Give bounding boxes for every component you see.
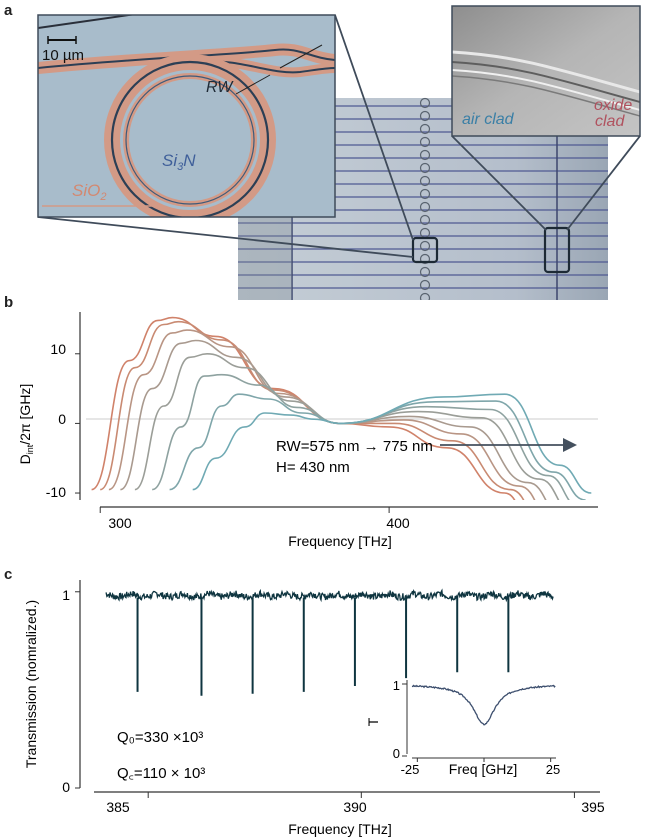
panel-b-xtick-300: 300 [108, 515, 132, 531]
inset-ytick-0: 0 [393, 746, 400, 761]
oxide-clad-label-1: oxide [594, 97, 632, 114]
panel-b-xlabel: Frequency [THz] [288, 533, 391, 549]
panel-b-xtick-400: 400 [386, 515, 410, 531]
air-clad-label: air clad [462, 111, 515, 128]
panel-b-curve-4 [134, 352, 560, 500]
panel-c-xtick-385: 385 [106, 799, 130, 815]
zoom-connectors [37, 14, 641, 258]
panel-b-chart: 10 0 -10 300 400 Frequency [THz] Dint/2π… [17, 312, 598, 549]
panel-c-chart: 1 0 385 390 395 Frequency [THz] Transmis… [23, 580, 605, 837]
panel-b-curve-3 [120, 339, 547, 500]
panel-b-curve-2 [108, 329, 536, 500]
qc-label: Q꜀=110 × 10³ [117, 765, 205, 782]
panel-b-arrow-head [563, 438, 577, 452]
panel-b-curve-1 [99, 320, 525, 500]
panel-c-xtick-395: 395 [581, 799, 605, 815]
ring-zoom-image [37, 14, 336, 218]
si3n-label: Si3N [162, 151, 196, 173]
inset-xtick-25: 25 [546, 762, 560, 777]
panel-c-inset: 1 0 -25 25 Freq [GHz] T [365, 678, 560, 777]
panel-b-curve-7 [192, 393, 592, 494]
sem-image [451, 5, 641, 137]
panel-c-xlabel: Frequency [THz] [288, 821, 391, 837]
panel-a-figure: 10 µm RW Si3N SiO2 air clad oxide clad [37, 5, 641, 300]
panel-b-curve-6 [169, 393, 586, 500]
panel-c-ytick-1: 1 [62, 587, 70, 603]
sio2-label: SiO2 [72, 181, 106, 203]
panel-b-ytick-0: 0 [58, 411, 66, 427]
oxide-clad-label-2: clad [595, 113, 625, 130]
panel-c-transmission-trace [105, 588, 554, 603]
inset-xlabel: Freq [GHz] [449, 761, 517, 777]
panel-b-annotation-h: H= 430 nm [276, 459, 350, 476]
panel-c-ylabel: Transmission (nomralized.) [23, 600, 39, 768]
inset-ylabel: T [365, 717, 381, 726]
inset-xtick-neg25: -25 [401, 762, 420, 777]
panel-a-letter: a [4, 2, 13, 19]
scale-bar-label: 10 µm [42, 47, 84, 64]
panel-c-letter: c [4, 566, 13, 583]
q0-label: Q₀=330 ×10³ [117, 729, 203, 746]
panel-b-ytick-neg10: -10 [46, 484, 66, 500]
panel-b-curve-0 [91, 316, 516, 500]
panel-b-letter: b [4, 294, 14, 311]
rw-label: RW [206, 79, 234, 96]
inset-lorentzian-trace [411, 684, 556, 726]
panel-b-curve-5 [151, 373, 570, 500]
panel-c-xtick-390: 390 [343, 799, 367, 815]
panel-b-annotation-rw: RW=575 nm → 775 nm [276, 438, 433, 455]
panel-b-ytick-10: 10 [50, 341, 66, 357]
panel-c-ytick-0: 0 [62, 779, 70, 795]
panel-b-ylabel: Dint/2π [GHz] [17, 384, 35, 465]
inset-ytick-1: 1 [393, 678, 400, 693]
